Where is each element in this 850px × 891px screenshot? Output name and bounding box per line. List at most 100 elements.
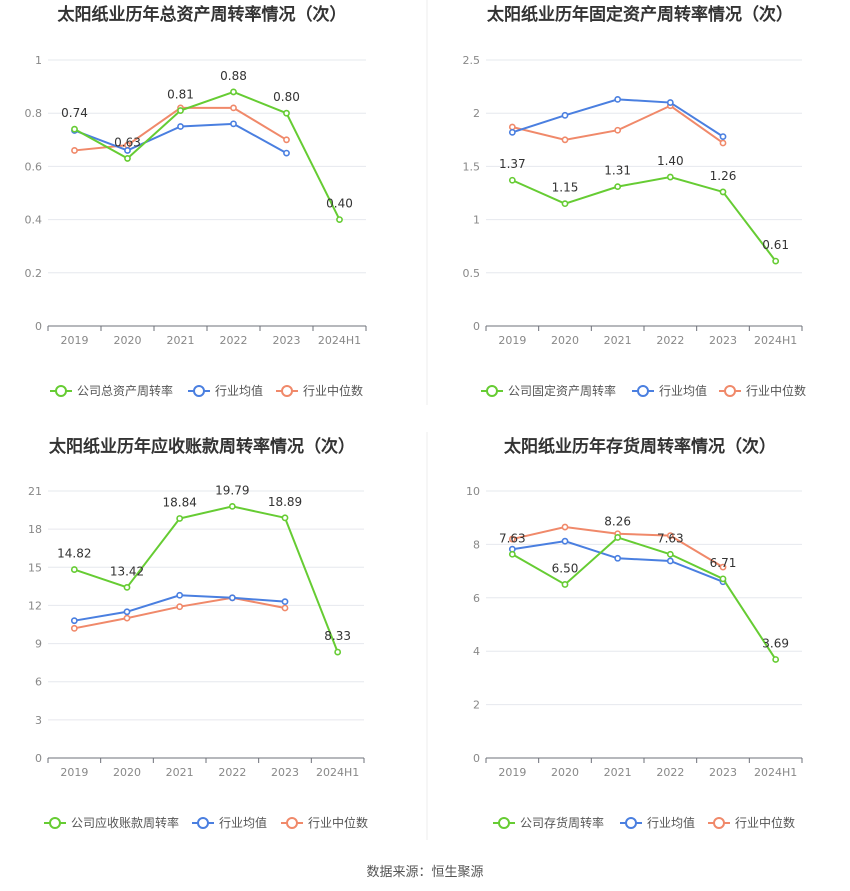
legend-marker-icon	[55, 385, 67, 397]
data-label: 0.88	[220, 69, 247, 83]
y-tick-label: 2	[473, 699, 480, 712]
data-point-company	[230, 88, 237, 96]
series-line-median	[74, 596, 286, 630]
data-label: 3.69	[762, 636, 789, 650]
data-point-company	[719, 188, 727, 196]
legend-item-company[interactable]: 公司存货周转率	[493, 815, 604, 830]
y-tick-label: 18	[28, 523, 42, 536]
x-tick-label: 2021	[166, 766, 194, 779]
x-tick-label: 2021	[167, 334, 195, 347]
data-point-median	[719, 139, 727, 147]
series-line-company	[74, 90, 341, 221]
x-tick-label: 2020	[113, 766, 141, 779]
data-point-company	[124, 155, 131, 162]
data-point-median	[719, 563, 727, 571]
x-tick-label: 2024H1	[318, 334, 361, 347]
chart-title: 太阳纸业历年总资产周转率情况（次）	[58, 4, 347, 25]
data-label: 8.26	[604, 514, 631, 528]
x-tick-label: 2022	[656, 766, 684, 779]
data-point-company	[719, 575, 727, 583]
data-point-company	[123, 583, 131, 591]
data-label: 19.79	[215, 483, 249, 497]
data-label: 6.50	[552, 561, 579, 575]
data-label: 7.63	[657, 531, 684, 545]
data-point-median	[176, 603, 184, 611]
y-tick-label: 6	[473, 592, 480, 605]
data-point-company	[228, 502, 236, 510]
data-point-avg	[281, 598, 289, 606]
legend-item-median[interactable]: 行业中位数	[708, 815, 795, 830]
legend-marker-icon	[281, 385, 293, 397]
legend-label: 行业中位数	[303, 383, 363, 398]
x-tick-label: 2024H1	[754, 766, 797, 779]
legend-item-avg[interactable]: 行业均值	[192, 815, 267, 830]
legend-item-median[interactable]: 行业中位数	[281, 815, 368, 830]
y-tick-label: 2.5	[463, 54, 481, 67]
data-point-avg	[70, 617, 78, 625]
x-tick-label: 2022	[656, 334, 684, 347]
data-point-avg	[283, 149, 290, 157]
data-label: 14.82	[57, 547, 91, 561]
data-point-company	[614, 534, 622, 541]
legend-item-avg[interactable]: 行业均值	[632, 383, 707, 398]
x-tick-label: 2020	[551, 334, 579, 347]
legend-item-median[interactable]: 行业中位数	[276, 383, 363, 398]
chart-panel-fixed-asset-turnover: 太阳纸业历年固定资产周转率情况（次） 0 0.5 1 1.5 2 2.5 2019 2020 2…	[463, 4, 807, 398]
x-tick-label: 2024H1	[754, 334, 797, 347]
chart-title: 太阳纸业历年存货周转率情况（次）	[504, 436, 776, 457]
data-label: 8.33	[324, 629, 351, 643]
legend-item-company[interactable]: 公司应收账款周转率	[44, 815, 179, 830]
x-tick-label: 2024H1	[316, 766, 359, 779]
y-tick-label: 10	[466, 485, 480, 498]
data-point-company	[71, 125, 78, 133]
chart-title: 太阳纸业历年固定资产周转率情况（次）	[487, 4, 793, 25]
legend-marker-icon	[724, 385, 736, 397]
data-point-avg	[123, 608, 131, 616]
data-label: 0.80	[273, 90, 300, 104]
legend-marker-icon	[498, 817, 510, 829]
data-label: 1.37	[499, 157, 526, 171]
legend-item-company[interactable]: 公司总资产周转率	[50, 383, 173, 398]
data-point-company	[336, 216, 343, 223]
y-tick-label: 0.4	[25, 214, 43, 227]
data-point-company	[283, 109, 290, 117]
data-point-avg	[561, 537, 569, 545]
legend-label: 公司存货周转率	[520, 815, 604, 830]
y-tick-label: 0.2	[25, 267, 43, 280]
data-point-company	[334, 648, 342, 656]
series-line-company	[511, 536, 777, 661]
legend-item-median[interactable]: 行业中位数	[719, 383, 806, 398]
data-label: 0.81	[167, 88, 194, 102]
data-point-median	[666, 532, 674, 539]
y-tick-label: 15	[28, 561, 42, 574]
data-point-company	[70, 566, 78, 573]
x-tick-label: 2023	[709, 334, 737, 347]
legend-item-avg[interactable]: 行业均值	[620, 815, 695, 830]
x-tick-label: 2019	[498, 334, 526, 347]
data-point-median	[561, 523, 569, 531]
y-tick-label: 0	[35, 320, 42, 333]
x-tick-label: 2021	[604, 334, 632, 347]
y-tick-label: 0	[473, 752, 480, 765]
data-point-avg	[228, 594, 236, 602]
y-tick-label: 8	[473, 538, 480, 551]
data-point-company	[614, 183, 622, 191]
legend-item-avg[interactable]: 行业均值	[188, 383, 263, 398]
data-source-note: 数据来源：恒生聚源	[366, 865, 483, 880]
legend-item-company[interactable]: 公司固定资产周转率	[481, 383, 616, 398]
data-label: 1.31	[604, 164, 631, 178]
y-tick-label: 1	[35, 54, 42, 67]
legend-marker-icon	[625, 817, 637, 829]
legend-marker-icon	[637, 385, 649, 397]
data-point-avg	[719, 133, 727, 141]
legend-marker-icon	[286, 817, 298, 829]
legend-label: 行业均值	[659, 383, 707, 398]
data-point-company	[772, 257, 780, 265]
legend-label: 行业中位数	[308, 815, 368, 830]
data-point-company	[561, 581, 569, 588]
legend-label: 公司应收账款周转率	[71, 815, 179, 830]
data-label: 7.63	[499, 531, 526, 545]
data-point-median	[561, 136, 569, 144]
x-tick-label: 2021	[604, 766, 632, 779]
